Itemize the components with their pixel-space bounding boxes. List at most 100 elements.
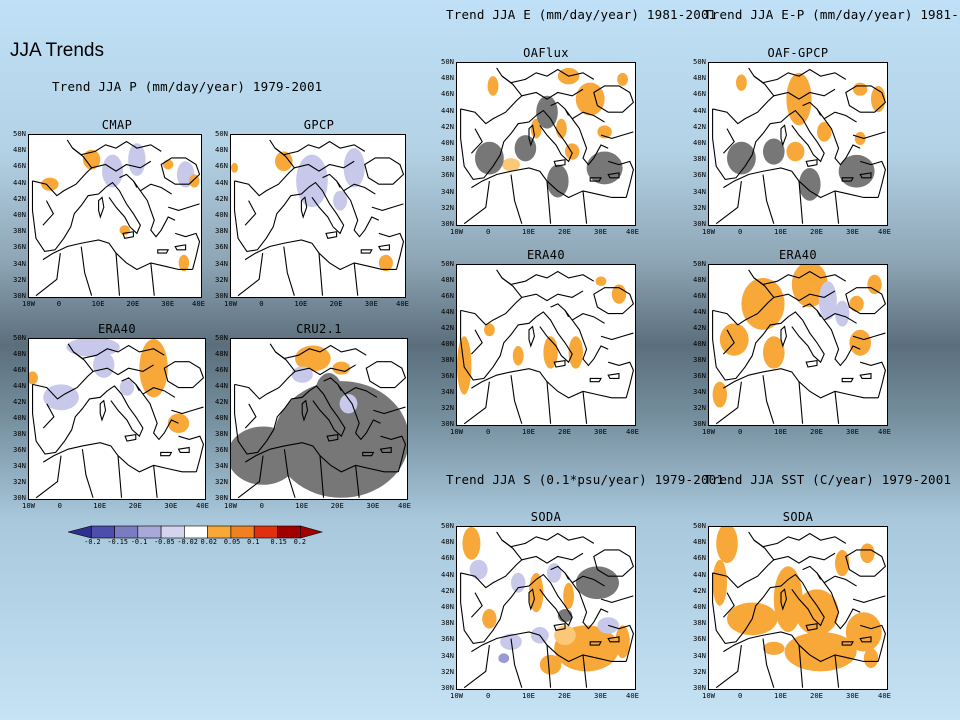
lat-tick-label: 44N	[215, 381, 228, 390]
lat-tick-label: 48N	[441, 275, 454, 284]
lat-tick-label: 46N	[441, 89, 454, 99]
coastline	[529, 125, 534, 145]
colorbar-label: -0.15	[107, 538, 128, 546]
map-plot	[708, 264, 888, 426]
lon-tick-label: 10W	[224, 299, 237, 308]
lat-tick-label: 38N	[693, 618, 706, 628]
coastline	[73, 142, 162, 155]
trend-shading	[231, 162, 239, 173]
coastline	[853, 333, 885, 398]
lat-tick-label: 34N	[441, 387, 454, 396]
lat-tick-label: 48N	[693, 275, 706, 284]
coastline	[853, 132, 885, 198]
lat-tick-label: 42N	[693, 121, 706, 131]
lat-tick-label: 50N	[693, 57, 706, 66]
coastline	[522, 553, 583, 563]
map-plot	[230, 338, 408, 500]
coastline	[366, 362, 405, 388]
lat-tick-label: 36N	[441, 170, 454, 180]
coastline	[781, 327, 786, 346]
panel-oaf-gpcp: OAF-GPCP 50N 48N 46N 44N 42N 40N 38N 36N 34N 32N 3…	[693, 46, 891, 236]
coastline	[774, 553, 835, 563]
lon-tick-label: 0	[57, 501, 62, 510]
trend-shading	[763, 336, 785, 369]
coastline	[92, 161, 151, 171]
coastline	[608, 637, 619, 642]
coastline	[327, 435, 338, 441]
trend-shading	[795, 589, 839, 636]
trend-shading	[741, 277, 785, 330]
coastline	[572, 314, 604, 324]
coastlines	[713, 68, 886, 224]
colorbar-legend: -0.2 -0.15 -0.1 -0.05 -0.02 0.02 0.05 0.1 0.15 0.…	[67, 524, 324, 558]
lon-tick-label: 0	[486, 427, 491, 436]
lat-tick-label: 44N	[693, 307, 706, 316]
lon-tick-label: 30E	[594, 691, 607, 700]
coastline	[363, 452, 374, 455]
lat-tick-label: 38N	[13, 429, 26, 438]
coastline	[594, 550, 634, 576]
trend-shading	[339, 394, 358, 414]
lat-tick-label: 40N	[215, 210, 228, 219]
coastline	[295, 365, 356, 375]
panel-title: CMAP	[101, 118, 133, 132]
lon-tick-label: 20E	[128, 501, 142, 510]
trend-shading	[835, 300, 850, 327]
lat-tick-label: 38N	[693, 154, 706, 164]
panel-cmap: CMAP 50N 48N 46N 44N 42N 40N 38N 36N 34N 32N 30N 10…	[13, 118, 206, 308]
coastline	[522, 89, 583, 99]
lon-tick-labels: 10W 0 10E 20E 30E 40E	[224, 299, 409, 309]
panel-soda-sst: SODA 50N 48N 46N 44N 42N 40N 38N 36N 34N 32N 30N 10…	[693, 510, 891, 708]
coastline	[806, 160, 817, 167]
lon-tick-label: 10E	[774, 691, 787, 700]
lat-tick-label: 32N	[215, 477, 228, 486]
panel-title: SODA	[782, 510, 814, 524]
coastlines	[33, 344, 204, 498]
panel-title: ERA40	[97, 322, 137, 336]
trend-shading	[763, 138, 785, 165]
trend-shading	[178, 254, 190, 272]
trend-shading	[547, 164, 569, 198]
lat-tick-label: 42N	[441, 323, 454, 332]
lat-tick-label: 48N	[215, 349, 228, 358]
lon-tick-label: 0	[56, 299, 62, 308]
lon-tick-label: 40E	[878, 427, 891, 436]
coastline	[853, 596, 885, 662]
trend-shading	[139, 339, 168, 398]
lat-tick-label: 36N	[13, 242, 26, 252]
coastline	[846, 86, 886, 112]
trend-shading	[597, 617, 619, 634]
trend-shading	[333, 190, 348, 211]
lat-tick-label: 34N	[693, 387, 706, 396]
lat-tick-labels: 50N 48N 46N 44N 42N 40N 38N 36N 34N 32N 30N	[432, 260, 454, 428]
coastline	[43, 443, 196, 472]
trend-shading	[763, 641, 785, 655]
colorbar-label: 0.2	[293, 538, 306, 546]
coastline	[554, 160, 565, 167]
coastline	[326, 232, 337, 239]
trend-shading	[502, 158, 520, 172]
trend-shading	[511, 572, 526, 593]
colorbar-swatch	[300, 525, 324, 539]
lon-tick-label: 30E	[161, 299, 175, 308]
lon-tick-label: 20E	[810, 427, 823, 436]
lon-tick-labels: 10W 0 10E 20E 30E 40E	[450, 227, 639, 237]
lat-tick-label: 50N	[693, 259, 706, 268]
panel-era40-precip: ERA40 50N 48N 46N 44N 42N 40N 38N 36N 34N 32N 30N 1…	[13, 322, 209, 512]
coastline	[471, 330, 482, 354]
lat-tick-label: 32N	[441, 403, 454, 412]
coastline	[565, 109, 608, 165]
header-salinity-trend: Trend JJA S (0.1*psu/year) 1979-2001	[446, 472, 725, 487]
coastline	[361, 250, 372, 253]
lon-tick-label: 10E	[522, 427, 535, 436]
coastline	[136, 384, 179, 439]
lat-tick-label: 36N	[693, 371, 706, 380]
trend-shading	[82, 149, 101, 170]
panel-soda-salinity: SODA 50N 48N 46N 44N 42N 40N 38N 36N 34N 32N 30N 10…	[441, 510, 639, 708]
lon-tick-label: 40E	[626, 427, 639, 436]
lon-tick-label: 10E	[522, 691, 535, 700]
trend-shading	[595, 276, 607, 287]
lon-tick-label: 0	[738, 227, 743, 236]
coastline	[372, 204, 404, 270]
coastline	[754, 534, 846, 547]
